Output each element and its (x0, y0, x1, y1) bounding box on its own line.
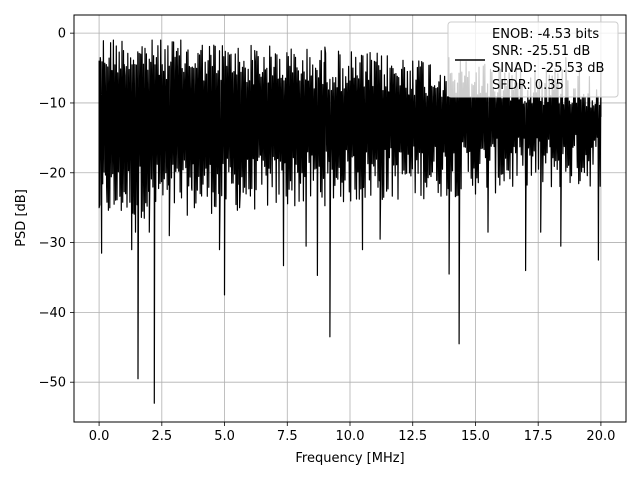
psd-series-line (98, 39, 602, 404)
series-layer (98, 39, 602, 404)
y-tick-label: −30 (39, 236, 66, 251)
legend-line-sinad: SINAD: -25.53 dB (492, 61, 604, 76)
x-tick-label: 2.5 (151, 429, 172, 444)
x-tick-label: 15.0 (461, 429, 490, 444)
y-tick-label: −10 (39, 96, 66, 111)
x-axis-label: Frequency [MHz] (295, 451, 404, 466)
legend-line-enob: ENOB: -4.53 bits (492, 27, 599, 42)
x-tick-label: 0.0 (89, 429, 110, 444)
x-tick-label: 20.0 (586, 429, 615, 444)
legend: ENOB: -4.53 bits SNR: -25.51 dB SINAD: -… (447, 21, 619, 98)
y-tick-label: −20 (39, 166, 66, 181)
x-tick-label: 5.0 (214, 429, 235, 444)
y-tick-label: −40 (39, 306, 66, 321)
y-ticks: 0 −10 −20 −30 −40 −50 (39, 27, 74, 391)
x-tick-label: 7.5 (277, 429, 298, 444)
x-tick-label: 12.5 (398, 429, 427, 444)
legend-box (447, 21, 619, 98)
y-tick-label: −50 (39, 376, 66, 391)
x-tick-label: 10.0 (336, 429, 365, 444)
x-ticks: 0.0 2.5 5.0 7.5 10.0 12.5 15.0 17.5 20.0 (89, 422, 615, 444)
legend-line-sfdr: SFDR: 0.35 (492, 78, 564, 93)
y-axis-label: PSD [dB] (14, 189, 29, 247)
legend-line-snr: SNR: -25.51 dB (492, 44, 590, 59)
y-tick-label: 0 (58, 27, 66, 42)
x-tick-label: 17.5 (524, 429, 553, 444)
